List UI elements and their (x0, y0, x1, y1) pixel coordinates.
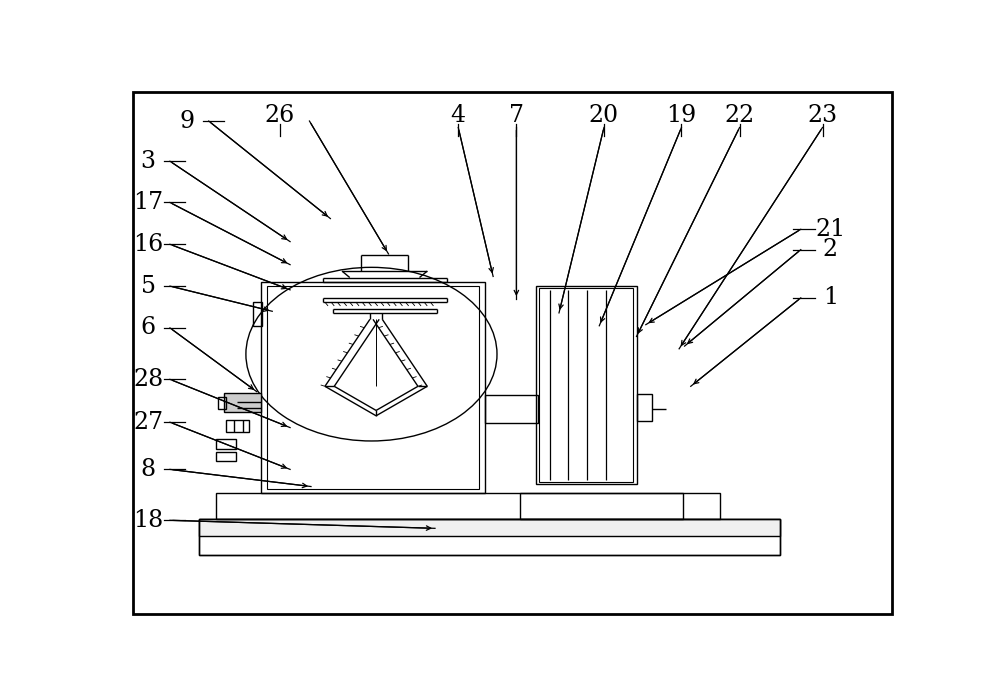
Bar (520, 493, 683, 519)
Text: 1: 1 (823, 286, 838, 310)
Bar (261, 282, 485, 493)
Text: 27: 27 (133, 411, 163, 434)
Text: 16: 16 (133, 232, 163, 256)
Text: 28: 28 (133, 368, 163, 391)
Bar (218, 397, 226, 409)
Text: 6: 6 (141, 317, 156, 340)
Bar (485, 395, 538, 423)
Bar (539, 288, 633, 482)
Bar (216, 439, 236, 449)
Bar (253, 301, 262, 326)
Bar (199, 519, 780, 537)
Text: 3: 3 (141, 150, 156, 173)
Text: 20: 20 (589, 104, 619, 127)
Text: 4: 4 (451, 104, 466, 127)
Text: 17: 17 (133, 191, 163, 214)
Bar (216, 452, 236, 461)
Bar (224, 393, 261, 411)
Bar (226, 420, 249, 432)
Text: 7: 7 (509, 104, 524, 127)
Bar (267, 286, 479, 489)
Text: 23: 23 (807, 104, 838, 127)
Bar (199, 519, 780, 555)
Bar (637, 395, 652, 421)
Bar (216, 493, 720, 519)
Text: 8: 8 (141, 458, 156, 481)
Text: 26: 26 (265, 104, 295, 127)
Text: 2: 2 (823, 238, 838, 261)
Bar (536, 286, 637, 484)
Text: 18: 18 (133, 509, 163, 532)
Text: 21: 21 (815, 218, 845, 241)
Bar (199, 519, 780, 555)
Text: 22: 22 (724, 104, 755, 127)
Text: 19: 19 (666, 104, 697, 127)
Text: 9: 9 (179, 109, 195, 132)
Text: 5: 5 (141, 275, 156, 298)
